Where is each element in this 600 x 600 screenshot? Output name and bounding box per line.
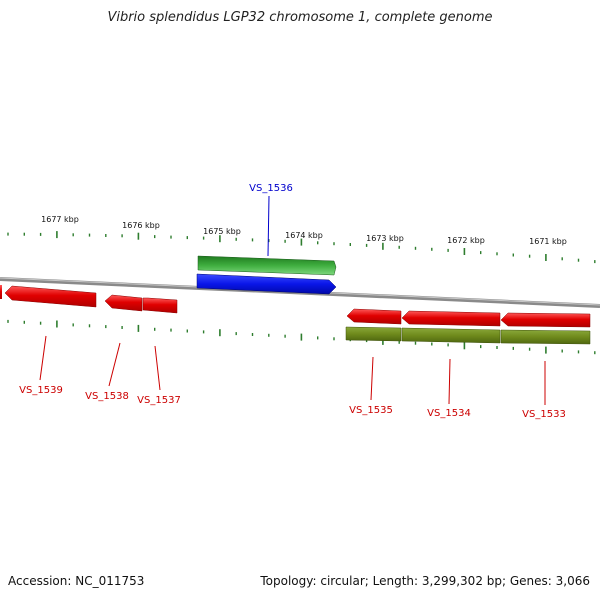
scale-label: 1676 kbp [122,221,160,230]
gene-label-VS_1539[interactable]: VS_1539 [19,385,63,396]
lower-scale-ticks [7,319,596,355]
gene-VS_1533[interactable] [500,312,591,328]
scale-label: 1675 kbp [203,227,241,236]
gene-VS_1538[interactable] [104,294,143,312]
gene-labels: VS_1536 VS_1539 VS_1538 VS_1537 VS_1535 … [19,183,566,420]
scale-labels: 1677 kbp 1676 kbp 1675 kbp 1674 kbp 1673… [41,215,567,246]
gene-VS_1535[interactable] [346,308,402,325]
label-leaders [39,195,546,405]
gene-VS_1537[interactable] [142,297,178,314]
scale-label: 1674 kbp [285,231,323,240]
gene-VS_1539[interactable] [0,285,97,308]
map-title: Vibrio splendidus LGP32 chromosome 1, co… [107,10,493,25]
scale-label: 1671 kbp [529,237,567,246]
scale-label: 1672 kbp [447,236,485,245]
gene-VS_1536[interactable] [196,273,337,295]
gene-label-VS_1537[interactable]: VS_1537 [137,395,181,406]
gene-label-VS_1538[interactable]: VS_1538 [85,391,129,402]
upper-scale-ticks [7,231,596,264]
accession-text: Accession: NC_011753 [8,574,145,588]
scale-label: 1677 kbp [41,215,79,224]
gene-VS_1534[interactable] [401,310,501,327]
feature-olive-cds[interactable] [345,326,591,345]
feature-green-cds[interactable] [197,255,337,276]
gene-label-VS_1536[interactable]: VS_1536 [249,183,293,194]
gene-label-VS_1533[interactable]: VS_1533 [522,409,566,420]
gene-label-VS_1534[interactable]: VS_1534 [427,408,471,419]
topology-summary-text: Topology: circular; Length: 3,299,302 bp… [260,574,590,588]
scale-label: 1673 kbp [366,234,404,243]
gene-label-VS_1535[interactable]: VS_1535 [349,405,393,416]
